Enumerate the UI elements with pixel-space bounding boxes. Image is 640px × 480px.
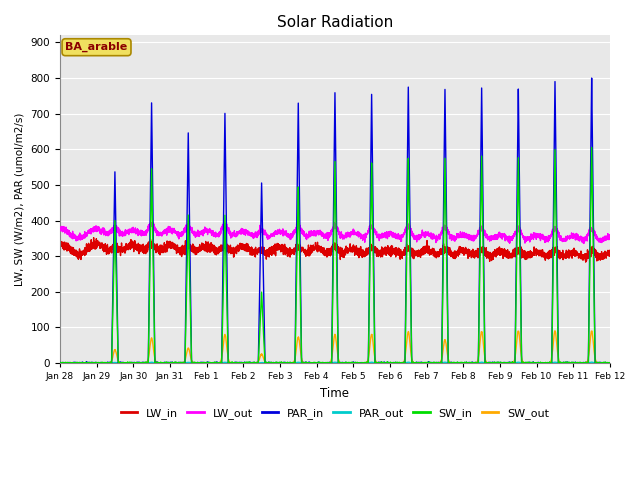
Y-axis label: LW, SW (W/m2), PAR (umol/m2/s): LW, SW (W/m2), PAR (umol/m2/s) [15,112,25,286]
Legend: LW_in, LW_out, PAR_in, PAR_out, SW_in, SW_out: LW_in, LW_out, PAR_in, PAR_out, SW_in, S… [116,403,554,423]
X-axis label: Time: Time [321,386,349,400]
Text: BA_arable: BA_arable [65,42,127,52]
Title: Solar Radiation: Solar Radiation [276,15,393,30]
